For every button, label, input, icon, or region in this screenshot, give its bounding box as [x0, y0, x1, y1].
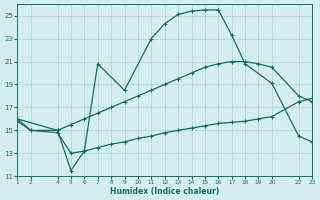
X-axis label: Humidex (Indice chaleur): Humidex (Indice chaleur) — [110, 187, 219, 196]
